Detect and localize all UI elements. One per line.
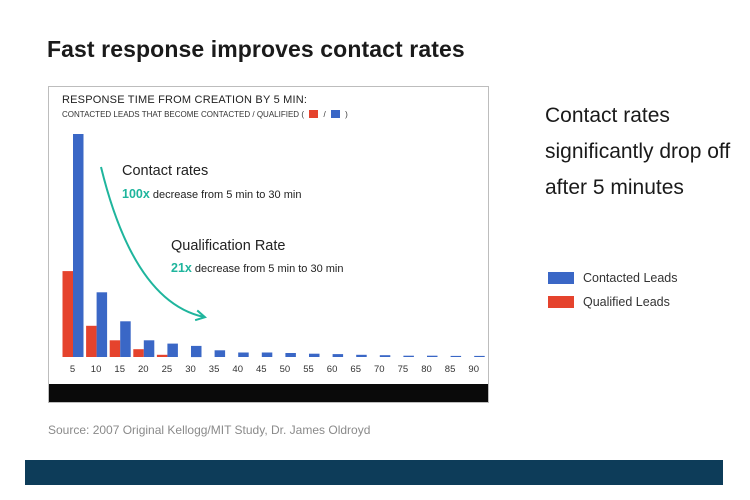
bar-contacted-50 — [285, 353, 296, 357]
contact-multiplier: 100x — [122, 187, 150, 201]
bar-chart-plot: 5 10 15 20 25 30 35 40 45 50 55 60 65 70 75 80 85 90 — [62, 134, 485, 375]
subtitle-open-paren: ( — [301, 110, 304, 119]
x-tick-label-20: 20 — [138, 364, 149, 375]
legend-swatch-contacted — [548, 272, 574, 284]
bar-qualified-10 — [86, 325, 97, 357]
bar-contacted-40 — [238, 352, 249, 357]
x-tick-label-85: 85 — [445, 364, 456, 375]
bar-contacted-25 — [167, 343, 178, 357]
subtitle-red-swatch — [309, 110, 319, 118]
x-tick-label-5: 5 — [70, 364, 75, 375]
bar-qualified-20 — [133, 349, 144, 357]
x-tick-label-45: 45 — [256, 364, 267, 375]
bar-contacted-60 — [332, 354, 344, 357]
bar-contacted-75 — [403, 355, 414, 357]
qualification-multiplier: 21x — [171, 261, 192, 275]
x-tick-label-50: 50 — [280, 364, 291, 375]
x-tick-label-60: 60 — [327, 364, 338, 375]
chart-subtitle: CONTACTED LEADS THAT BECOME CONTACTED / … — [62, 110, 348, 119]
qualification-annotation-title: Qualification Rate — [171, 238, 286, 254]
trend-arrow — [100, 166, 204, 317]
subtitle-slash: / — [323, 110, 326, 119]
chart-footer-bar — [49, 384, 488, 402]
bar-contacted-35 — [214, 350, 226, 357]
bar-contacted-5 — [73, 134, 84, 357]
bar-contacted-15 — [120, 321, 131, 357]
legend-label-contacted: Contacted Leads — [583, 271, 678, 285]
subtitle-blue-swatch — [330, 110, 340, 118]
legend: Contacted Leads Qualified Leads — [548, 266, 678, 314]
bar-contacted-45 — [261, 352, 273, 357]
x-tick-label-80: 80 — [421, 364, 432, 375]
source-citation: Source: 2007 Original Kellogg/MIT Study,… — [48, 423, 371, 437]
x-tick-label-90: 90 — [468, 364, 479, 375]
x-tick-label-75: 75 — [398, 364, 409, 375]
side-callout-text: Contact rates significantly drop off aft… — [545, 104, 731, 199]
legend-label-qualified: Qualified Leads — [583, 295, 670, 309]
legend-swatch-qualified — [548, 296, 574, 308]
bar-contacted-70 — [379, 355, 391, 357]
chart-title: RESPONSE TIME FROM CREATION BY 5 MIN: — [62, 94, 308, 106]
x-tick-label-70: 70 — [374, 364, 385, 375]
legend-item-contacted: Contacted Leads — [548, 266, 678, 290]
bar-contacted-20 — [143, 340, 155, 357]
bar-contacted-80 — [427, 355, 438, 357]
bar-contacted-90 — [474, 355, 485, 357]
bar-qualified-25 — [156, 354, 168, 357]
qualification-annotation: Qualification Rate 21x decrease from 5 m… — [171, 238, 344, 275]
contact-annotation: Contact rates 100x decrease from 5 min t… — [122, 163, 301, 201]
bar-qualified-15 — [109, 340, 121, 357]
x-tick-label-25: 25 — [162, 364, 173, 375]
contact-annotation-text: decrease from 5 min to 30 min — [152, 189, 302, 201]
x-tick-label-65: 65 — [350, 364, 361, 375]
bar-qualified-5 — [62, 271, 73, 357]
x-tick-label-30: 30 — [185, 364, 196, 375]
bar-contacted-85 — [450, 355, 462, 357]
bar-contacted-55 — [309, 353, 320, 357]
contact-annotation-title: Contact rates — [122, 163, 209, 179]
x-tick-label-10: 10 — [91, 364, 102, 375]
bottom-band — [25, 460, 723, 485]
bar-contacted-30 — [191, 345, 202, 358]
legend-item-qualified: Qualified Leads — [548, 290, 678, 314]
bar-contacted-10 — [96, 292, 108, 357]
x-tick-label-35: 35 — [209, 364, 220, 375]
chart-frame: RESPONSE TIME FROM CREATION BY 5 MIN: CO… — [48, 86, 489, 403]
x-tick-label-15: 15 — [114, 364, 125, 375]
x-tick-label-40: 40 — [232, 364, 243, 375]
page-headline: Fast response improves contact rates — [47, 36, 465, 62]
subtitle-close-paren: ) — [345, 110, 348, 119]
chart-subtitle-text: CONTACTED LEADS THAT BECOME CONTACTED / … — [62, 110, 300, 119]
x-tick-label-55: 55 — [303, 364, 314, 375]
bar-contacted-65 — [356, 354, 367, 357]
qualification-annotation-text: decrease from 5 min to 30 min — [194, 263, 344, 275]
